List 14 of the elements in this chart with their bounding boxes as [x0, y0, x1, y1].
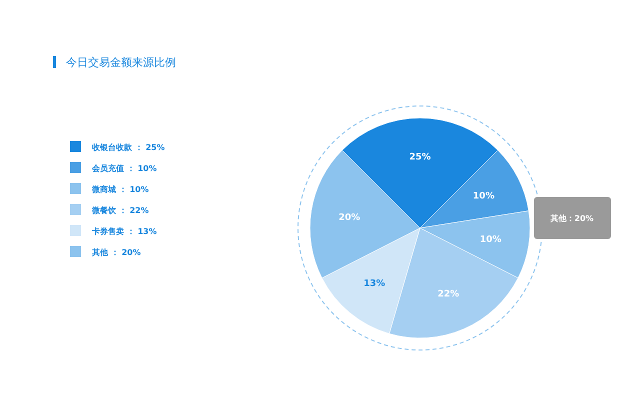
chart-title: 今日交易金额来源比例 — [66, 56, 176, 69]
data-label: 10% — [480, 235, 502, 246]
data-label: 20% — [338, 212, 360, 223]
legend-label: 卡券售卖 ： 13% — [91, 227, 157, 236]
legend-label: 微餐饮 ： 22% — [91, 206, 149, 215]
legend-label: 会员充值 ： 10% — [91, 163, 157, 173]
legend-label: 其他 ： 20% — [91, 248, 141, 257]
data-label: 10% — [472, 192, 494, 202]
legend-label: 微商城 ： 10% — [91, 184, 149, 194]
data-label: 25% — [409, 152, 431, 162]
legend-label: 收银台收款 ： 25% — [92, 143, 165, 152]
data-label: 13% — [364, 279, 386, 290]
text: 其他：20% — [549, 214, 594, 223]
data-label: 22% — [438, 290, 460, 300]
